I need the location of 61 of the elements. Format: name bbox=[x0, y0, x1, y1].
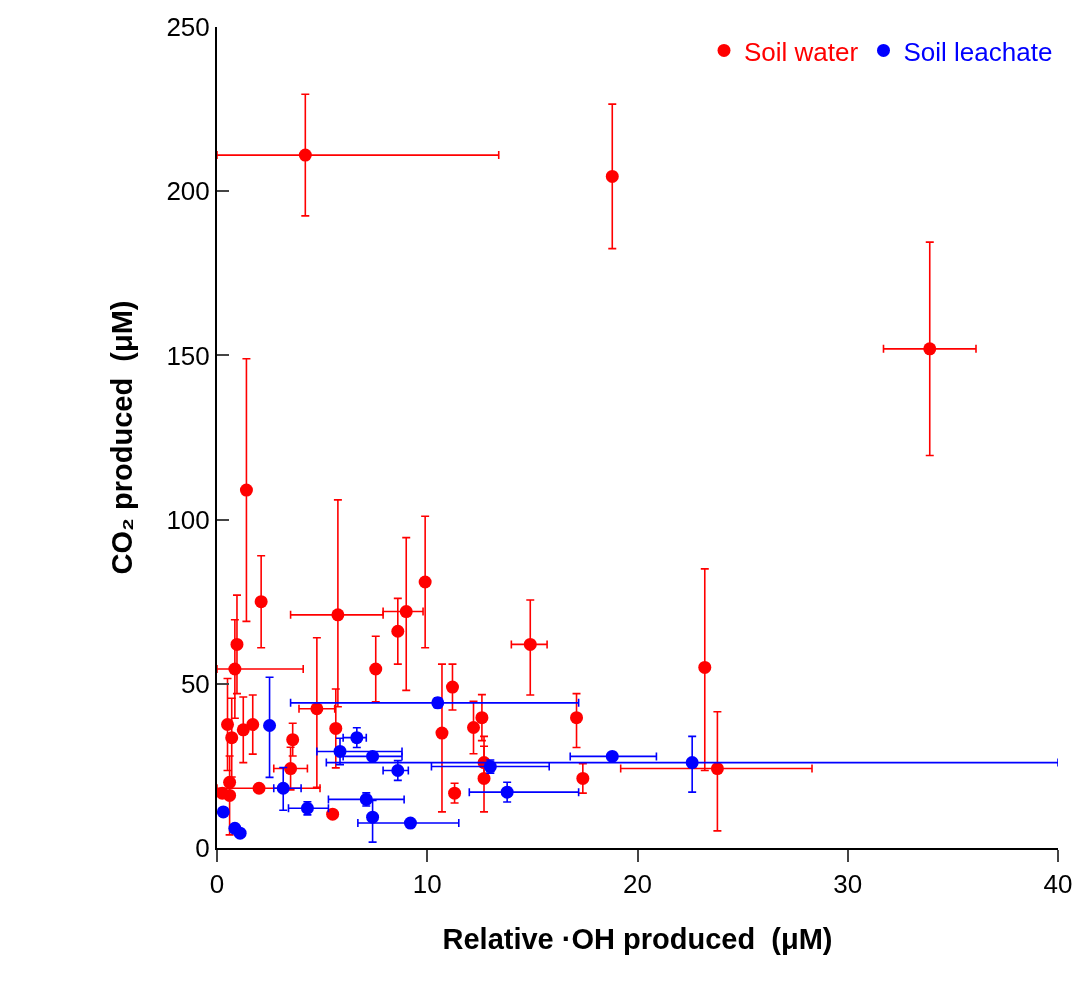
point bbox=[475, 711, 489, 725]
point bbox=[252, 781, 266, 795]
point bbox=[399, 605, 413, 619]
y-tick-label: 100 bbox=[166, 504, 210, 535]
x-axis-title: Relative ·OH produced (μM) bbox=[442, 922, 833, 955]
y-axis-title: CO₂ produced (μM) bbox=[106, 300, 139, 575]
point bbox=[221, 718, 235, 732]
y-tick-label: 250 bbox=[166, 12, 210, 43]
point bbox=[333, 744, 347, 758]
point bbox=[685, 756, 699, 770]
point bbox=[391, 764, 405, 777]
point bbox=[276, 781, 290, 795]
point bbox=[435, 726, 449, 740]
point bbox=[263, 719, 277, 732]
point bbox=[710, 762, 724, 776]
point bbox=[366, 810, 380, 824]
y-tick-label: 50 bbox=[180, 668, 210, 699]
point bbox=[576, 771, 590, 785]
point bbox=[223, 775, 237, 789]
point bbox=[605, 749, 619, 763]
point bbox=[329, 721, 343, 735]
point bbox=[223, 788, 237, 802]
point bbox=[326, 807, 340, 821]
x-tick-label: 30 bbox=[833, 869, 863, 900]
point bbox=[225, 731, 239, 745]
point bbox=[500, 785, 514, 799]
x-tick-label: 40 bbox=[1043, 869, 1073, 900]
point bbox=[246, 718, 260, 732]
y-tick-label: 150 bbox=[166, 340, 210, 371]
y-tick-label: 200 bbox=[166, 176, 210, 207]
point bbox=[418, 575, 432, 589]
point bbox=[286, 733, 300, 747]
point bbox=[239, 483, 253, 497]
point bbox=[228, 662, 242, 676]
point bbox=[477, 771, 491, 785]
point bbox=[216, 805, 230, 819]
point bbox=[523, 637, 537, 651]
legend-label: Soil leachate bbox=[903, 36, 1053, 67]
point bbox=[350, 731, 364, 745]
point bbox=[570, 711, 584, 725]
point bbox=[230, 637, 244, 651]
point bbox=[698, 660, 712, 674]
point bbox=[923, 342, 937, 356]
point bbox=[448, 786, 462, 800]
point bbox=[605, 169, 619, 183]
point bbox=[403, 816, 417, 830]
point bbox=[445, 680, 459, 694]
y-tick-label: 0 bbox=[195, 833, 210, 864]
point bbox=[254, 595, 268, 609]
x-tick-label: 20 bbox=[623, 869, 652, 900]
legend-label: Soil water bbox=[744, 36, 859, 67]
x-tick-label: 10 bbox=[412, 869, 442, 900]
point bbox=[331, 608, 345, 622]
point bbox=[236, 723, 250, 737]
point bbox=[391, 624, 405, 638]
point bbox=[369, 662, 383, 676]
point bbox=[233, 826, 247, 840]
point bbox=[284, 762, 298, 776]
point bbox=[298, 148, 312, 162]
point bbox=[467, 720, 481, 734]
point bbox=[366, 749, 380, 763]
